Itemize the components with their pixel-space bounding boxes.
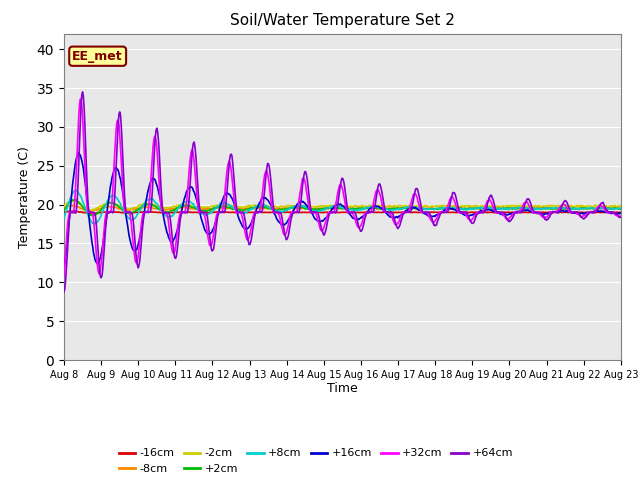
- Title: Soil/Water Temperature Set 2: Soil/Water Temperature Set 2: [230, 13, 455, 28]
- Text: EE_met: EE_met: [72, 50, 123, 63]
- Legend: -16cm, -8cm, -2cm, +2cm, +8cm, +16cm, +32cm, +64cm: -16cm, -8cm, -2cm, +2cm, +8cm, +16cm, +3…: [114, 444, 518, 479]
- X-axis label: Time: Time: [327, 383, 358, 396]
- Y-axis label: Temperature (C): Temperature (C): [18, 146, 31, 248]
